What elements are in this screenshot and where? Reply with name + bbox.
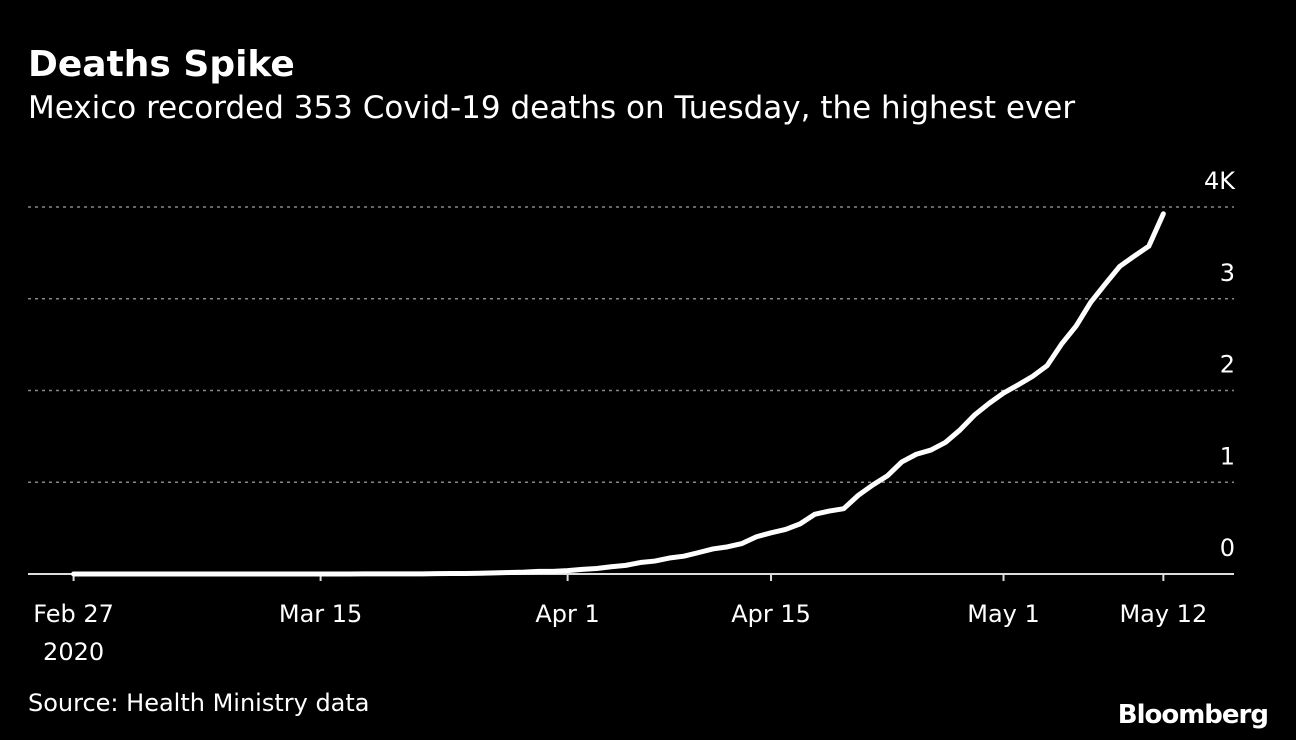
y-tick-label: 4K	[1204, 167, 1236, 195]
y-tick-label: 1	[1220, 442, 1235, 470]
chart-title: Deaths Spike	[28, 44, 295, 85]
brand: Bloomberg	[1118, 700, 1268, 730]
x-tick-label: May 12	[1119, 600, 1207, 628]
line-series	[71, 211, 1166, 577]
x-tick-label: Mar 15	[279, 600, 362, 628]
y-tick-label: 2	[1220, 351, 1235, 379]
y-tick-label: 0	[1220, 534, 1235, 562]
x-year-label: 2020	[43, 638, 104, 666]
chart-subtitle: Mexico recorded 353 Covid-19 deaths on T…	[28, 90, 1075, 126]
x-tick-label: Feb 27	[33, 600, 114, 628]
x-tick-label: Apr 15	[731, 600, 811, 628]
x-tick-label: May 1	[967, 600, 1040, 628]
x-tick-label: Apr 1	[535, 600, 599, 628]
y-tick-label: 3	[1220, 259, 1235, 287]
source: Source: Health Ministry data	[28, 689, 370, 717]
